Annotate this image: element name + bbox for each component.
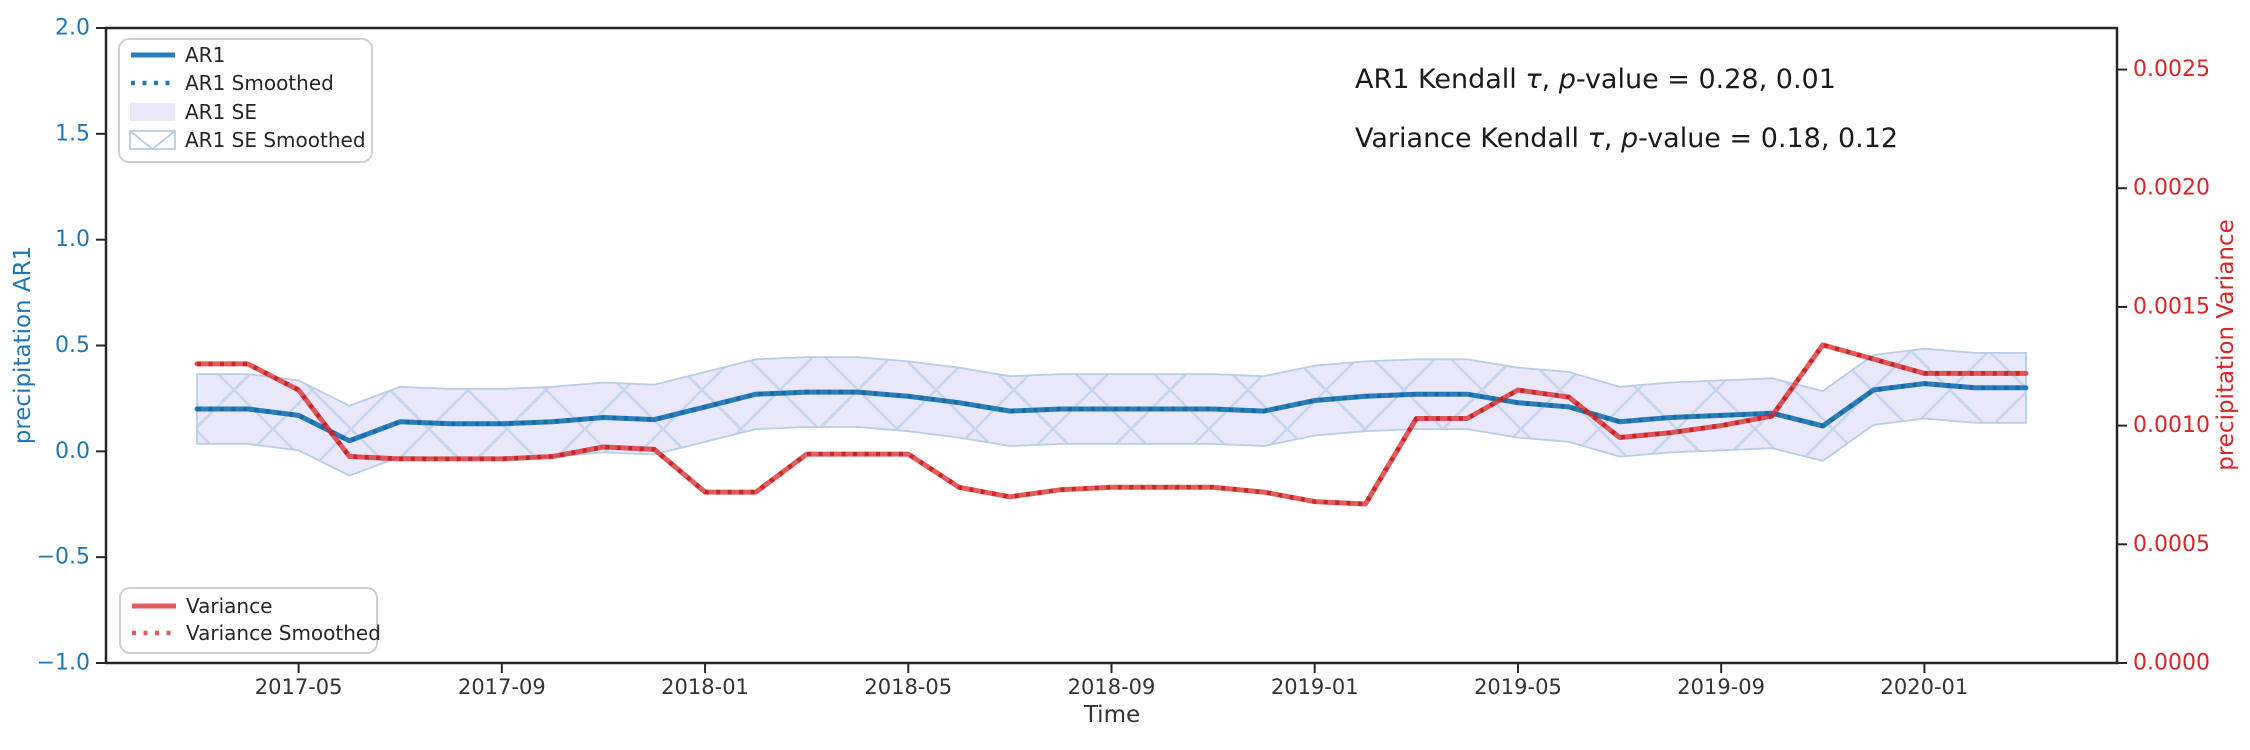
x-tick-label: 2017-05 bbox=[255, 675, 343, 699]
x-axis-label: Time bbox=[1083, 702, 1140, 728]
y-left-tick-label: −1.0 bbox=[37, 651, 90, 676]
y-left-tick-label: 1.5 bbox=[55, 121, 90, 146]
x-tick-label: 2020-01 bbox=[1881, 675, 1969, 699]
annotation-variance-kendall: Variance Kendall τ, p-value = 0.18, 0.12 bbox=[1355, 123, 1898, 154]
y-left-tick-label: 0.0 bbox=[55, 439, 90, 464]
legend-variance-smoothed-label: Variance Smoothed bbox=[186, 621, 381, 645]
ar1-se-smoothed-band bbox=[196, 347, 2027, 477]
legend-variance-label: Variance bbox=[186, 594, 272, 618]
legend-variance: Variance Variance Smoothed bbox=[119, 587, 381, 654]
legend-ar1-smoothed-label: AR1 Smoothed bbox=[185, 71, 334, 95]
legend-ar1-se-label: AR1 SE bbox=[185, 100, 257, 124]
y-left-tick-label: 1.0 bbox=[55, 227, 90, 252]
y-right-tick-label: 0.0000 bbox=[2133, 651, 2210, 676]
y-right-tick-label: 0.0005 bbox=[2133, 532, 2210, 557]
legend-ar1-box bbox=[118, 38, 373, 163]
y-left-tick-label: 0.5 bbox=[55, 333, 90, 358]
y-right-tick-label: 0.0020 bbox=[2133, 176, 2210, 201]
legend-ar1-se-smoothed-label: AR1 SE Smoothed bbox=[185, 128, 366, 152]
x-tick-label: 2018-05 bbox=[864, 675, 952, 699]
x-tick-label: 2018-09 bbox=[1068, 675, 1156, 699]
variance-line bbox=[194, 342, 2029, 507]
x-tick-label: 2019-05 bbox=[1474, 675, 1562, 699]
legend-ar1-se-patch-icon bbox=[130, 103, 175, 121]
axes-ticks: 2.0 1.5 1.0 0.5 0.0 −0.5 −1.0 0.0025 0.0020 0.001… bbox=[37, 16, 2210, 700]
legend-variance-box bbox=[119, 587, 378, 654]
plot-area bbox=[194, 342, 2029, 507]
right-axis-label: precipitation Variance bbox=[2213, 219, 2239, 471]
x-tick-label: 2017-09 bbox=[458, 675, 546, 699]
ar1-smoothed-line bbox=[197, 381, 2026, 444]
y-left-tick-label: 2.0 bbox=[55, 16, 90, 41]
legend-ar1-se-smoothed-hatch-icon bbox=[129, 130, 176, 151]
y-right-tick-label: 0.0025 bbox=[2133, 57, 2210, 82]
x-tick-label: 2018-01 bbox=[661, 675, 749, 699]
x-tick-label: 2019-01 bbox=[1271, 675, 1359, 699]
legend-ar1-label: AR1 bbox=[185, 43, 225, 67]
y-left-tick-label: −0.5 bbox=[37, 545, 90, 570]
y-right-tick-label: 0.0010 bbox=[2133, 413, 2210, 438]
y-right-tick-label: 0.0015 bbox=[2133, 294, 2210, 319]
left-axis-label: precipitation AR1 bbox=[10, 246, 36, 445]
legend-ar1: AR1 AR1 Smoothed AR1 SE AR1 SE Smoothed bbox=[118, 38, 373, 163]
x-tick-label: 2019-09 bbox=[1677, 675, 1765, 699]
annotation-ar1-kendall: AR1 Kendall τ, p-value = 0.28, 0.01 bbox=[1355, 64, 1836, 95]
